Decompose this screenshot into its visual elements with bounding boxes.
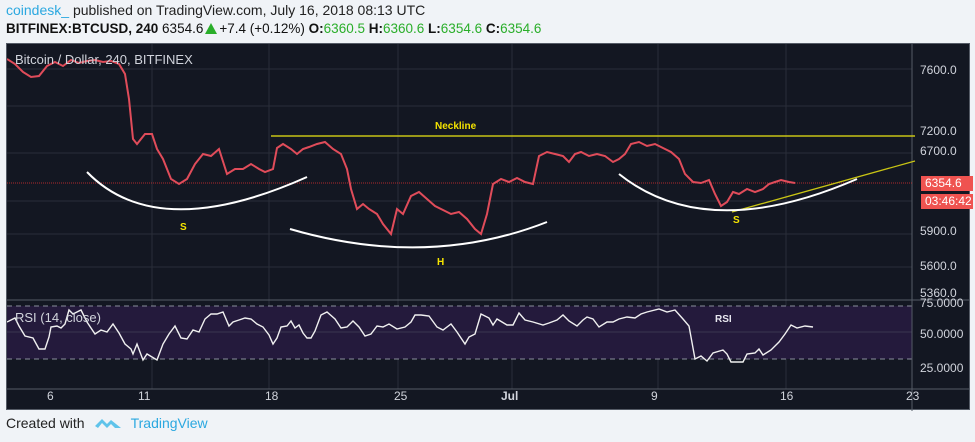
open-value: 6360.5 (323, 21, 365, 36)
publish-info: coindesk_ published on TradingView.com, … (6, 2, 425, 18)
x-tick: 9 (651, 389, 658, 403)
x-tick: 23 (906, 389, 920, 403)
high-value: 6360.6 (382, 21, 425, 36)
y-tick: 5360.0 (920, 286, 957, 300)
head-label: H (437, 257, 445, 268)
countdown-tag: 03:46:42 (921, 194, 973, 209)
up-arrow-icon (205, 23, 218, 34)
y-tick: 7200.0 (920, 124, 957, 138)
last-price: 6354.6 (162, 21, 204, 36)
x-tick: 6 (47, 389, 54, 403)
right-shoulder-label: S (733, 215, 740, 226)
y-tick: 6700.0 (920, 144, 957, 158)
y-tick: 5600.0 (920, 259, 957, 273)
chart-title: Bitcoin / Dollar, 240, BITFINEX (15, 52, 193, 67)
y-tick: 5900.0 (920, 224, 957, 238)
price-change: +7.4 (+0.12%) (219, 21, 305, 36)
rsi-note: RSI (715, 314, 732, 325)
x-tick: 16 (780, 389, 794, 403)
author-link[interactable]: coindesk_ (6, 2, 70, 18)
low-value: 6354.6 (440, 21, 483, 36)
x-tick: Jul (501, 389, 519, 403)
rsi-label: RSI (14, close) (15, 310, 101, 325)
x-tick: 25 (394, 389, 408, 403)
x-tick: 18 (265, 389, 279, 403)
left-shoulder-label: S (180, 222, 187, 233)
rsi-y-tick: 50.0000 (920, 327, 964, 341)
symbol: BITFINEX:BTCUSD, 240 (6, 21, 159, 36)
created-with-text: Created with (6, 415, 85, 431)
close-value: 6354.6 (500, 21, 542, 36)
rsi-y-tick: 25.0000 (920, 361, 964, 375)
published-text: published on TradingView.com, July 16, 2… (72, 2, 426, 18)
y-tick: 7600.0 (920, 63, 957, 77)
chart-canvas (7, 44, 970, 411)
neckline-label: Neckline (435, 121, 477, 132)
chart-area[interactable]: Bitcoin / Dollar, 240, BITFINEX RSI (14,… (6, 43, 973, 411)
tradingview-link[interactable]: TradingView (130, 415, 208, 431)
x-tick: 11 (138, 389, 151, 403)
symbol-info: BITFINEX:BTCUSD, 240 6354.6 +7.4 (+0.12%)… (6, 21, 542, 36)
rsi-y-tick: 75.0000 (920, 296, 964, 310)
footer: Created with TradingView (6, 415, 208, 431)
last-price-tag: 6354.6 (921, 176, 973, 191)
tradingview-logo-icon (94, 419, 121, 428)
